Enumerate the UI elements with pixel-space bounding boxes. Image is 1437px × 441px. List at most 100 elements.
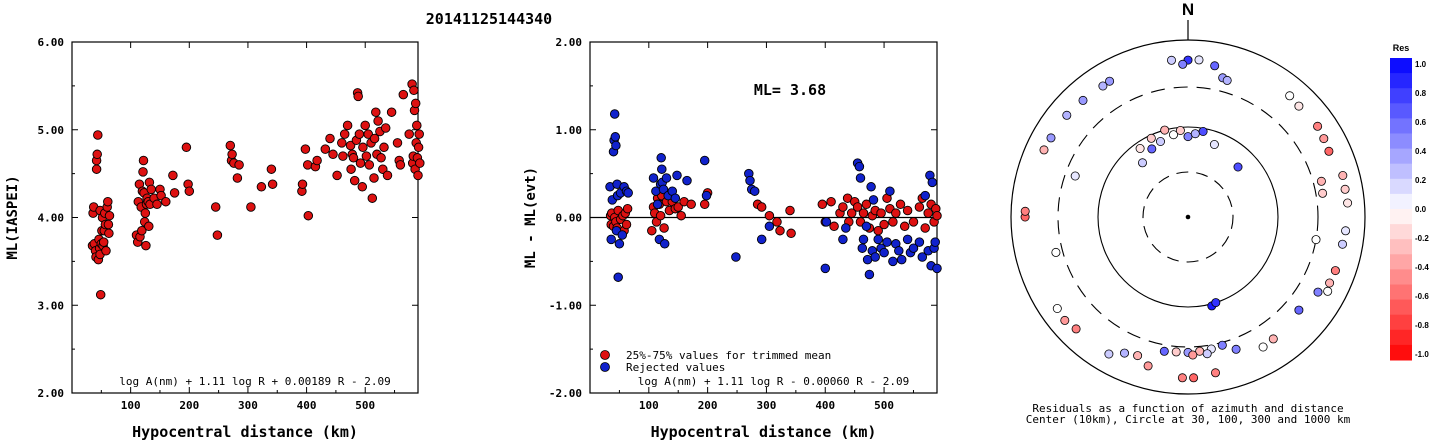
data-point [227,149,237,160]
x-tick-label: 200 [179,399,199,412]
data-point [410,98,421,109]
data-point [611,140,621,151]
colorbar-tick-label: -0.6 [1415,292,1429,301]
data-point [141,240,151,251]
legend-label-rejected: Rejected values [626,361,725,374]
data-point [376,153,386,163]
colorbar-cell [1390,209,1412,225]
residual-point [1211,298,1221,308]
data-point [409,85,419,96]
data-point [659,223,669,233]
data-point [927,177,938,188]
legend-marker-trimmed [600,350,610,360]
data-point [908,217,919,227]
colorbar-cell [1390,284,1412,301]
residual-vs-distance-panel: 100 200 300 400 500 -2.00 -1.00 0.00 1.00 2.00 ML… [523,36,942,441]
residual-point [1338,239,1348,249]
data-point [858,208,869,218]
residual-point [1202,349,1212,359]
residual-point [1146,133,1156,143]
data-point [181,142,192,153]
colorbar-cell [1390,73,1412,89]
data-point [917,252,928,262]
residual-point [1222,75,1232,85]
colorbar-cell [1390,239,1412,255]
data-point [413,142,424,153]
data-point [138,155,149,166]
data-point [764,210,775,221]
residual-point [1060,315,1070,325]
data-point [609,109,620,119]
data-point [369,173,379,183]
data-point [98,237,109,247]
data-point [930,237,940,247]
residual-point [1194,55,1204,65]
y-tick-label: 3.00 [38,299,65,312]
colorbar-tick-label: 0.6 [1415,118,1427,127]
data-point [413,170,423,181]
data-point [888,256,898,267]
x-axis-label: Hypocentral distance (km) [132,423,358,441]
colorbar-tick-label: 0.0 [1415,205,1427,214]
data-point [891,208,901,218]
residual-point [1171,347,1181,357]
data-point [138,167,148,177]
data-point [908,243,919,253]
data-point [879,219,889,230]
data-point [256,182,267,192]
colorbar-cell [1390,58,1412,74]
colorbar-tick-label: -0.2 [1415,234,1429,243]
data-point [312,155,322,166]
data-point [613,272,623,282]
data-point [361,151,372,161]
colorbar-cell [1390,224,1412,240]
data-point [378,164,388,174]
data-point [764,221,775,232]
residual-point [1046,133,1056,143]
figure-title: 20141125144340 [426,10,552,28]
data-point [699,199,710,210]
x-tick-label: 300 [757,399,777,412]
data-point [879,247,889,258]
colorbar-cell [1390,299,1412,316]
data-point [932,263,942,274]
caption-line-2: Center (10km), Circle at 30, 100, 300 an… [1026,413,1351,426]
residual-point [1338,170,1348,180]
data-point [701,190,712,201]
data-point [184,186,195,196]
y-tick-label: 5.00 [38,124,65,137]
data-point [338,151,348,161]
data-point [932,210,942,221]
residual-point [1231,344,1241,354]
residual-point [1209,139,1219,149]
data-point [302,160,313,170]
data-point [346,164,356,174]
y-axis-label: ML(IASPEI) [5,175,21,259]
residual-point [1198,127,1208,137]
residual-point [1167,55,1177,65]
data-point [749,186,760,196]
colorbar-cell [1390,103,1412,119]
data-point [144,221,154,232]
plot-frame [71,41,419,394]
residual-point [1341,226,1351,236]
residual-point [1105,76,1115,86]
azimuth-residual-panel: N Residuals as a function of azimuth and… [1010,0,1366,426]
x-tick-label: 400 [815,399,835,412]
data-point [610,132,621,142]
legend-label-trimmed: 25%-75% values for trimmed mean [626,349,831,362]
colorbar-cell [1390,269,1412,285]
data-point [369,133,380,144]
data-point [785,205,795,216]
residual-point [1316,176,1326,186]
residual-point [1313,121,1323,131]
residual-point [1098,81,1108,91]
data-point [659,239,670,249]
x-tick-label: 300 [238,399,258,412]
data-point [332,170,342,181]
data-point [367,193,378,203]
colorbar-tick-label: -1.0 [1415,350,1429,359]
data-point [841,223,851,233]
residual-point [1330,266,1340,276]
